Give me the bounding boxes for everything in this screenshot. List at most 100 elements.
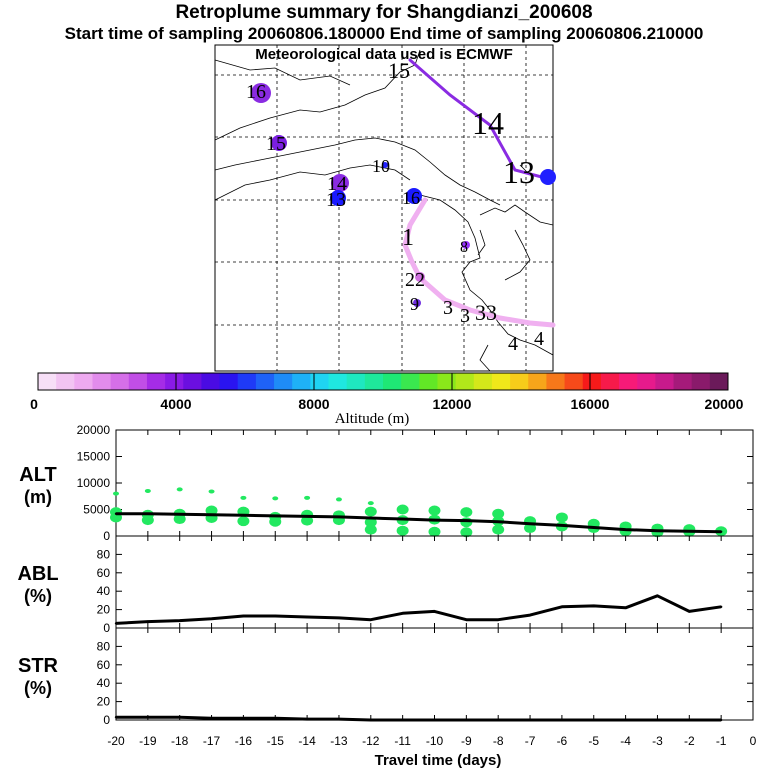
colorbar-cell [128, 373, 148, 390]
map-label: 3 [460, 305, 470, 327]
altitude-colorbar: 0 4000 8000 12000 16000 20000 Altitude (… [30, 372, 744, 427]
colorbar-cell [600, 373, 620, 390]
map-label: 4 [508, 333, 518, 355]
y-axis-unit: (m) [24, 487, 52, 507]
altitude-scatter-point [237, 516, 250, 527]
point-14 [331, 174, 349, 192]
altitude-scatter-point [524, 523, 537, 534]
series-point [401, 612, 404, 615]
colorbar-tick-label: 0 [30, 396, 38, 412]
colorbar-cell [183, 373, 202, 390]
series-point [433, 610, 436, 613]
series-point [210, 513, 213, 516]
series-point [656, 529, 659, 532]
series-point [178, 716, 181, 719]
y-tick-label: 40 [97, 584, 111, 598]
point-13-left [330, 190, 346, 206]
map-label: 15 [266, 133, 286, 155]
altitude-scatter-point [364, 524, 377, 535]
series-point [656, 594, 659, 597]
altitude-scatter-point [396, 525, 409, 536]
x-tick-label: -20 [107, 734, 125, 748]
y-tick-label: 0 [103, 529, 110, 543]
series-point [433, 518, 436, 522]
met-data-line: Meteorological data used is ECMWF [255, 46, 513, 63]
colorbar-tick-labels: 0 4000 8000 12000 16000 20000 [30, 396, 744, 412]
x-tick-label: -4 [620, 734, 631, 748]
map-label: 14 [472, 105, 504, 141]
x-tick-label: -9 [461, 734, 472, 748]
series-point [401, 517, 404, 521]
altitude-scatter-point [113, 491, 119, 496]
series-point [592, 718, 595, 722]
colorbar-cell [292, 373, 311, 390]
trajectory-labels: 16 15 14 13 10 16 1 8 22 9 3 3 33 4 4 14… [246, 58, 544, 355]
colorbar-cell [310, 373, 330, 390]
colorbar-cell [709, 373, 729, 390]
y-axis-label: STR [18, 655, 59, 677]
y-axis-label: ALT [19, 464, 56, 486]
point-9 [413, 299, 421, 307]
series-point [369, 618, 372, 621]
map-label: 1 [402, 225, 414, 251]
colorbar-cell [346, 373, 366, 390]
colorbar-tick-label: 12000 [433, 396, 472, 412]
series-point [114, 512, 118, 515]
x-tick-label: -11 [394, 734, 411, 748]
panel-frame [115, 535, 754, 629]
sampling-time-line: Start time of sampling 20060806.180000 E… [64, 24, 704, 43]
altitude-scatter-point [492, 524, 505, 535]
coastlines-borders [214, 49, 554, 372]
series-point [305, 717, 309, 721]
altitude-scatter-point [173, 514, 186, 525]
alt-series-line [116, 512, 722, 534]
map-label: 16 [402, 188, 420, 208]
series-point [178, 513, 181, 516]
map-label: 22 [405, 269, 425, 291]
y-tick-label: 80 [97, 547, 111, 561]
series-point [528, 522, 532, 526]
colorbar-cell [455, 373, 475, 390]
x-tick-label: 0 [750, 734, 757, 748]
map-label: 10 [372, 156, 390, 176]
colorbar-cell [383, 373, 402, 390]
altitude-scatter-point [144, 488, 151, 493]
series-point [560, 605, 564, 609]
map-label: 13 [326, 189, 346, 211]
altitude-scatter-point [367, 501, 374, 506]
colorbar-tick-label: 16000 [571, 396, 610, 412]
series-point [433, 718, 436, 722]
x-tick-label: -13 [330, 734, 348, 748]
altitude-scatter-point [555, 512, 568, 523]
series-point [688, 530, 691, 533]
trajectory-points [251, 83, 556, 307]
series-point [719, 718, 723, 722]
colorbar-tick-label: 8000 [298, 396, 329, 412]
colorbar-cell [637, 373, 656, 390]
x-tick-label: -15 [267, 734, 285, 748]
map-label: 13 [503, 154, 535, 190]
y-tick-label: 80 [97, 639, 111, 653]
y-tick-label: 0 [103, 621, 110, 635]
x-tick-label: -19 [139, 734, 157, 748]
altitude-scatter-point [428, 505, 441, 516]
series-point [178, 619, 181, 622]
altitude-scatter-point [364, 506, 377, 517]
x-tick-label: -18 [171, 734, 189, 748]
y-tick-label: 20000 [77, 423, 111, 437]
trajectory-line-lower [402, 197, 556, 328]
x-tick-label: -14 [298, 734, 316, 748]
colorbar-tick-label: 20000 [705, 396, 744, 412]
colorbar-cell [546, 373, 566, 390]
colorbar-cell [146, 373, 166, 390]
colorbar-cell [110, 373, 130, 390]
map-label: 9 [410, 294, 419, 314]
x-tick-label: -17 [203, 734, 221, 748]
x-tick-label: -7 [525, 734, 536, 748]
series-point [242, 716, 245, 720]
series-point [465, 519, 468, 522]
panel-alt: 0 5000 10000 15000 20000 ALT(m) [19, 423, 754, 543]
x-tick-label: -3 [652, 734, 663, 748]
series-point [719, 530, 723, 533]
colorbar-cell [201, 373, 221, 390]
